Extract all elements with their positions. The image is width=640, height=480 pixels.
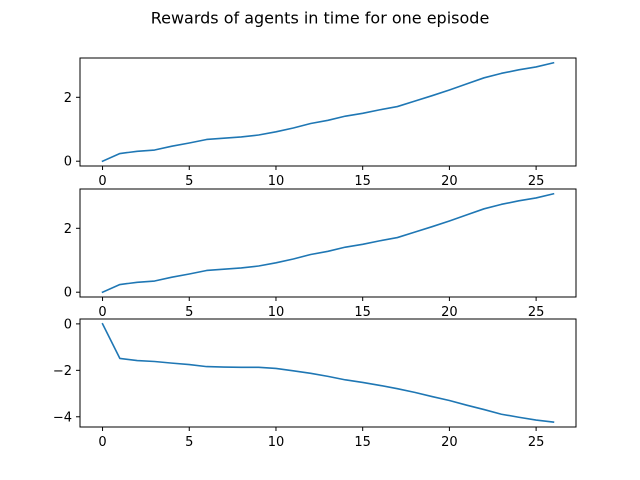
axes-frame xyxy=(79,318,577,428)
figure-title: Rewards of agents in time for one episod… xyxy=(151,9,490,28)
y-tick-label: 0 xyxy=(64,317,72,332)
x-tick-label: 20 xyxy=(441,435,458,450)
subplot-top: 0 5 10 15 20 25 0 2 xyxy=(64,57,577,189)
series-line xyxy=(101,192,555,294)
y-tick-label: 0 xyxy=(64,286,72,301)
x-tick-label: 15 xyxy=(354,174,371,189)
x-tick-label: 10 xyxy=(268,174,285,189)
x-tick-label: 15 xyxy=(354,305,371,320)
x-tick-label: 0 xyxy=(98,305,106,320)
x-tick-label: 5 xyxy=(185,174,193,189)
x-tick-label: 25 xyxy=(528,174,545,189)
x-tick-label: 25 xyxy=(528,435,545,450)
y-tick-label: −2 xyxy=(53,364,72,379)
x-tick-label: 5 xyxy=(185,305,193,320)
x-tick-label: 20 xyxy=(441,174,458,189)
x-tick-label: 15 xyxy=(354,435,371,450)
series-line xyxy=(101,61,555,163)
y-tick-label: 2 xyxy=(64,91,72,106)
axes-frame xyxy=(79,188,577,298)
y-tick-label: 2 xyxy=(64,222,72,237)
x-tick-label: 10 xyxy=(268,305,285,320)
y-tick-label: 0 xyxy=(64,155,72,170)
subplot-middle: 0 5 10 15 20 25 0 2 xyxy=(64,188,577,320)
axes-frame xyxy=(79,57,577,167)
x-tick-label: 25 xyxy=(528,305,545,320)
y-tick-label: −4 xyxy=(53,410,72,425)
series-line xyxy=(101,322,555,424)
x-tick-label: 20 xyxy=(441,305,458,320)
x-tick-label: 10 xyxy=(268,435,285,450)
subplot-bottom: 0 5 10 15 20 25 0 −2 −4 xyxy=(53,317,577,450)
x-tick-label: 5 xyxy=(185,435,193,450)
x-tick-label: 0 xyxy=(98,435,106,450)
x-tick-label: 0 xyxy=(98,174,106,189)
